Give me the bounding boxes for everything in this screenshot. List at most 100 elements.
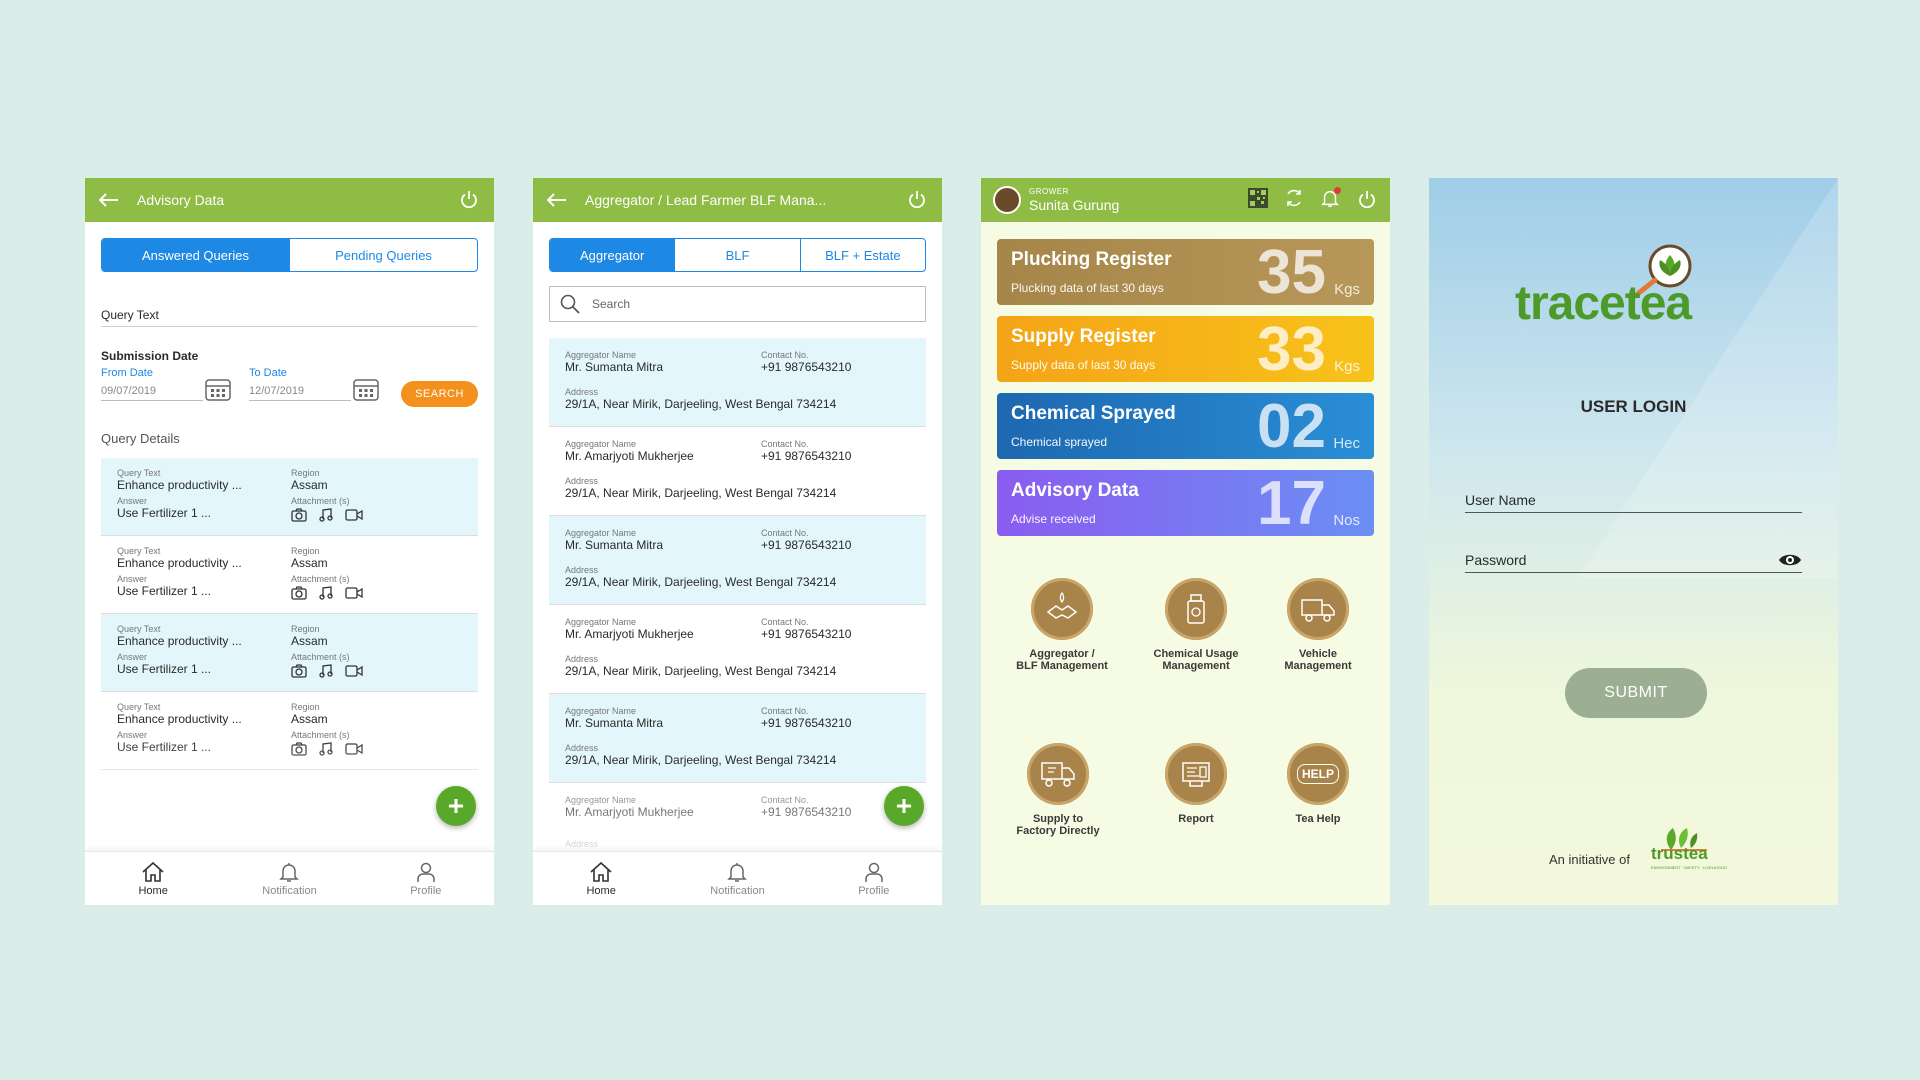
video-icon[interactable] bbox=[345, 586, 363, 605]
address-cell: Address 29/1A, Near Mirik, Darjeeling, We… bbox=[565, 743, 910, 772]
nav-profile-label: Profile bbox=[410, 884, 442, 897]
back-arrow-icon[interactable] bbox=[99, 193, 129, 207]
contact-value: +91 9876543210 bbox=[761, 449, 852, 463]
nav-notification[interactable]: Notification bbox=[221, 852, 357, 905]
address-value: 29/1A, Near Mirik, Darjeeling, West Beng… bbox=[565, 664, 837, 678]
address-key: Address bbox=[565, 565, 599, 575]
add-button[interactable] bbox=[436, 786, 476, 826]
search-icon bbox=[560, 294, 580, 314]
list-item[interactable]: Aggregator Name Mr. Amarjyoti Mukherjee Co… bbox=[549, 427, 926, 516]
search-box[interactable]: Search bbox=[549, 286, 926, 322]
back-arrow-icon[interactable] bbox=[547, 193, 577, 207]
answer-cell: Answer Use Fertilizer 1 ... bbox=[117, 730, 291, 761]
stat-unit: Nos bbox=[1333, 512, 1360, 529]
music-icon[interactable] bbox=[319, 508, 333, 527]
to-date-input[interactable]: 12/07/2019 bbox=[249, 385, 351, 401]
plus-icon bbox=[897, 799, 911, 813]
nav-home[interactable]: Home bbox=[533, 852, 669, 905]
address-key: Address bbox=[565, 387, 599, 397]
video-icon[interactable] bbox=[345, 742, 363, 761]
password-field[interactable]: Password bbox=[1465, 552, 1802, 573]
menu-item[interactable]: Supply to Factory Directly bbox=[993, 743, 1123, 837]
refresh-icon[interactable] bbox=[1284, 188, 1304, 213]
attachment-icons bbox=[291, 664, 462, 683]
music-icon[interactable] bbox=[319, 664, 333, 683]
username-field[interactable]: User Name bbox=[1465, 492, 1802, 513]
stat-card[interactable]: Chemical Sprayed Chemical sprayed 02 Hec bbox=[997, 393, 1374, 459]
power-icon[interactable] bbox=[458, 190, 480, 210]
camera-icon[interactable] bbox=[291, 742, 307, 761]
stat-card[interactable]: Plucking Register Plucking data of last 3… bbox=[997, 239, 1374, 305]
help-icon: HELP bbox=[1287, 743, 1349, 805]
stat-card[interactable]: Supply Register Supply data of last 30 da… bbox=[997, 316, 1374, 382]
answer-cell: Answer Use Fertilizer 1 ... bbox=[117, 496, 291, 527]
region-cell: Region Assam bbox=[291, 624, 462, 648]
nav-notification[interactable]: Notification bbox=[669, 852, 805, 905]
camera-icon[interactable] bbox=[291, 664, 307, 683]
power-icon[interactable] bbox=[1356, 190, 1378, 210]
list-item[interactable]: Query Text Enhance productivity ... Region… bbox=[101, 458, 478, 536]
video-icon[interactable] bbox=[345, 508, 363, 527]
calendar-icon[interactable] bbox=[353, 377, 379, 406]
list-item[interactable]: Aggregator Name Mr. Amarjyoti Mukherjee Co… bbox=[549, 605, 926, 694]
add-button[interactable] bbox=[884, 786, 924, 826]
app-bar: Aggregator / Lead Farmer BLF Mana... bbox=[533, 178, 942, 222]
tab-pending-queries[interactable]: Pending Queries bbox=[335, 247, 432, 263]
menu-item[interactable]: Chemical Usage Management bbox=[1131, 578, 1261, 672]
query-text-field[interactable]: Query Text bbox=[101, 308, 478, 327]
attachment-key: Attachment (s) bbox=[291, 496, 350, 506]
password-label: Password bbox=[1465, 552, 1527, 568]
stat-title: Chemical Sprayed bbox=[1011, 403, 1176, 424]
query-text-key: Query Text bbox=[117, 468, 161, 478]
music-icon[interactable] bbox=[319, 742, 333, 761]
contact-cell: Contact No. +91 9876543210 bbox=[761, 617, 910, 646]
bell-icon[interactable] bbox=[1320, 186, 1341, 213]
list-item[interactable]: Query Text Enhance productivity ... Region… bbox=[101, 614, 478, 692]
qr-code-icon[interactable] bbox=[1248, 187, 1268, 213]
calendar-icon[interactable] bbox=[205, 377, 231, 406]
power-icon[interactable] bbox=[906, 190, 928, 210]
submit-button[interactable]: SUBMIT bbox=[1565, 668, 1707, 718]
menu-item[interactable]: Vehicle Management bbox=[1253, 578, 1383, 672]
nav-profile[interactable]: Profile bbox=[806, 852, 942, 905]
nav-home[interactable]: Home bbox=[85, 852, 221, 905]
logo-text: tracetea bbox=[1515, 277, 1692, 330]
list-item[interactable]: Aggregator Name Mr. Sumanta Mitra Contact … bbox=[549, 516, 926, 605]
video-icon[interactable] bbox=[345, 664, 363, 683]
camera-icon[interactable] bbox=[291, 508, 307, 527]
list-item[interactable]: Aggregator Name Mr. Sumanta Mitra Contact … bbox=[549, 338, 926, 427]
answer-value: Use Fertilizer 1 ... bbox=[117, 506, 212, 520]
nav-profile-label: Profile bbox=[858, 884, 890, 897]
nav-profile[interactable]: Profile bbox=[358, 852, 494, 905]
stat-title: Supply Register bbox=[1011, 326, 1156, 347]
answer-value: Use Fertilizer 1 ... bbox=[117, 662, 212, 676]
from-date-input[interactable]: 09/07/2019 bbox=[101, 385, 203, 401]
tab-blf[interactable]: BLF bbox=[675, 239, 801, 271]
list-item[interactable]: Query Text Enhance productivity ... Region… bbox=[101, 536, 478, 614]
name-key: Aggregator Name bbox=[565, 528, 637, 538]
nav-home-label: Home bbox=[586, 884, 616, 897]
search-input[interactable]: Search bbox=[592, 297, 631, 311]
list-item[interactable]: Aggregator Name Mr. Sumanta Mitra Contact … bbox=[549, 694, 926, 783]
menu-item[interactable]: HELP Tea Help bbox=[1253, 743, 1383, 825]
attachment-icons bbox=[291, 586, 462, 605]
menu-item[interactable]: Aggregator / BLF Management bbox=[997, 578, 1127, 672]
menu-item[interactable]: Report bbox=[1131, 743, 1261, 825]
name-cell: Aggregator Name Mr. Amarjyoti Mukherjee bbox=[565, 617, 761, 646]
search-button[interactable]: SEARCH bbox=[401, 381, 478, 407]
menu-label-line-1: Report bbox=[1178, 813, 1214, 825]
query-text-key: Query Text bbox=[117, 702, 161, 712]
name-key: Aggregator Name bbox=[565, 439, 637, 449]
music-icon[interactable] bbox=[319, 586, 333, 605]
avatar[interactable] bbox=[993, 186, 1021, 214]
menu-label-line-2: BLF Management bbox=[1016, 660, 1108, 672]
address-cell: Address 29/1A, Near Mirik, Darjeeling, We… bbox=[565, 387, 910, 416]
camera-icon[interactable] bbox=[291, 586, 307, 605]
tab-blf-estate[interactable]: BLF + Estate bbox=[825, 247, 901, 263]
tab-answered-queries[interactable]: Answered Queries bbox=[102, 239, 290, 271]
stat-subtitle: Advise received bbox=[1011, 512, 1096, 526]
list-item[interactable]: Query Text Enhance productivity ... Region… bbox=[101, 692, 478, 770]
stat-card[interactable]: Advisory Data Advise received 17 Nos bbox=[997, 470, 1374, 536]
tab-aggregator[interactable]: Aggregator bbox=[550, 239, 676, 271]
stat-unit: Hec bbox=[1333, 435, 1360, 452]
